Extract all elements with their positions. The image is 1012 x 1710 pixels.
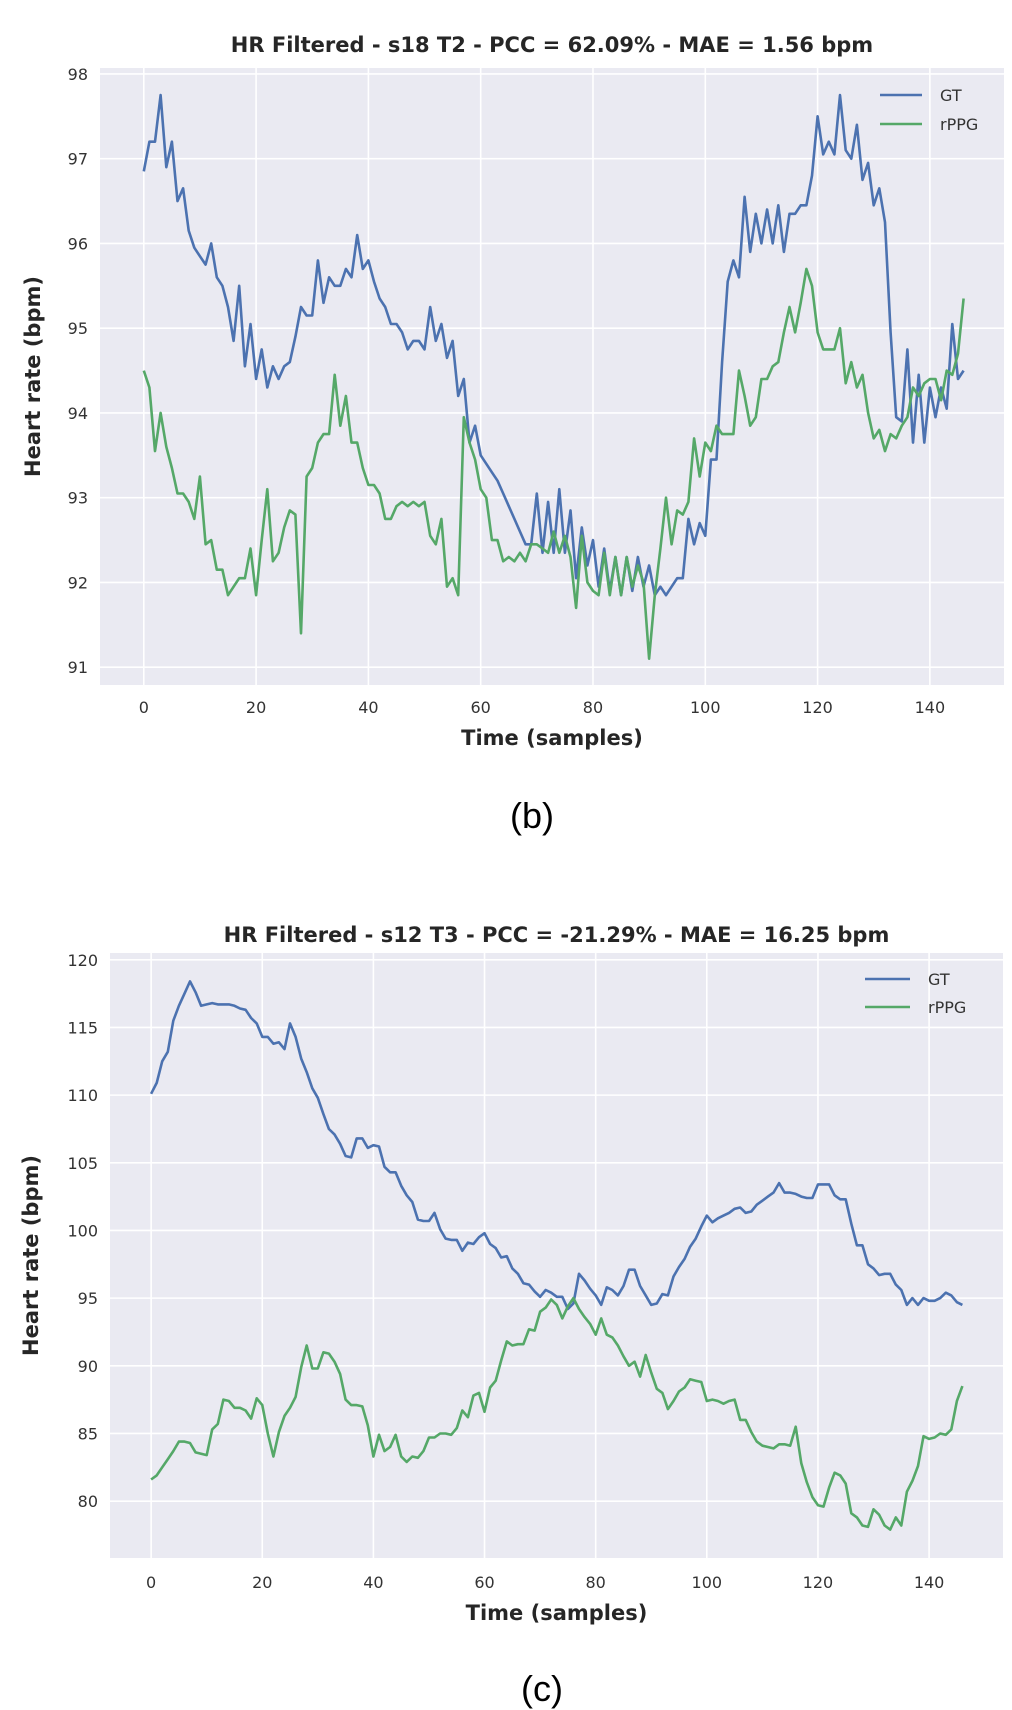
x-tick-label: 100 <box>692 1573 723 1592</box>
legend-label-gt: GT <box>928 970 950 989</box>
y-tick-label: 97 <box>68 150 88 169</box>
x-tick-label: 140 <box>915 698 946 717</box>
series-line-rppg <box>142 267 965 661</box>
legend-label-rppg: rPPG <box>928 998 966 1017</box>
x-tick-label: 120 <box>803 1573 834 1592</box>
y-tick-label: 96 <box>68 234 88 253</box>
x-tick-label: 40 <box>358 698 378 717</box>
legend: GT rPPG <box>865 970 966 1017</box>
x-axis-label: Time (samples) <box>466 1601 648 1625</box>
y-tick-label: 95 <box>68 319 88 338</box>
x-tick-label: 0 <box>139 698 149 717</box>
y-tick-label: 100 <box>67 1221 98 1240</box>
legend-label-gt: GT <box>940 86 962 105</box>
x-tick-label: 140 <box>914 1573 945 1592</box>
plot-area <box>110 953 1003 1558</box>
y-tick-label: 93 <box>68 489 88 508</box>
x-tick-label: 80 <box>583 698 603 717</box>
y-tick-label: 85 <box>78 1424 98 1443</box>
legend: GT rPPG <box>880 86 978 134</box>
y-axis-label: Heart rate (bpm) <box>21 276 45 477</box>
y-tick-label: 115 <box>67 1018 98 1037</box>
x-tick-label: 60 <box>474 1573 494 1592</box>
x-axis-label: Time (samples) <box>461 726 643 750</box>
series-line-gt <box>149 980 963 1311</box>
y-axis-label: Heart rate (bpm) <box>19 1155 43 1356</box>
y-tick-label: 90 <box>78 1357 98 1376</box>
chart-title: HR Filtered - s18 T2 - PCC = 62.09% - MA… <box>231 33 873 57</box>
y-tick-label: 95 <box>78 1289 98 1308</box>
y-tick-label: 110 <box>67 1086 98 1105</box>
caption-b: (b) <box>510 795 554 836</box>
y-tick-label: 80 <box>78 1492 98 1511</box>
y-tick-label: 98 <box>68 65 88 84</box>
y-tick-label: 91 <box>68 658 88 677</box>
x-tick-label: 20 <box>252 1573 272 1592</box>
x-tick-label: 80 <box>585 1573 605 1592</box>
x-tick-label: 60 <box>471 698 491 717</box>
x-tick-label: 40 <box>363 1573 383 1592</box>
legend-label-rppg: rPPG <box>940 115 978 134</box>
series-line-gt <box>142 93 965 597</box>
chart-title: HR Filtered - s12 T3 - PCC = -21.29% - M… <box>224 923 890 947</box>
y-tick-label: 105 <box>67 1154 98 1173</box>
y-tick-label: 120 <box>67 951 98 970</box>
x-tick-label: 100 <box>690 698 721 717</box>
x-tick-label: 20 <box>246 698 266 717</box>
y-tick-label: 92 <box>68 573 88 592</box>
plot-area <box>100 68 1004 685</box>
chart-panel-1: 0 20 40 60 80 100 120 140 80 85 90 95 100 105 110 115 12… <box>19 923 1003 1625</box>
caption-c: (c) <box>521 1668 563 1709</box>
series-line-rppg <box>150 1296 964 1531</box>
chart-panel-0: 0 20 40 60 80 100 120 140 91 92 93 94 95 96 97 98 HR Fil… <box>21 33 1004 750</box>
y-tick-label: 94 <box>68 404 88 423</box>
x-tick-label: 0 <box>146 1573 156 1592</box>
x-tick-label: 120 <box>802 698 833 717</box>
